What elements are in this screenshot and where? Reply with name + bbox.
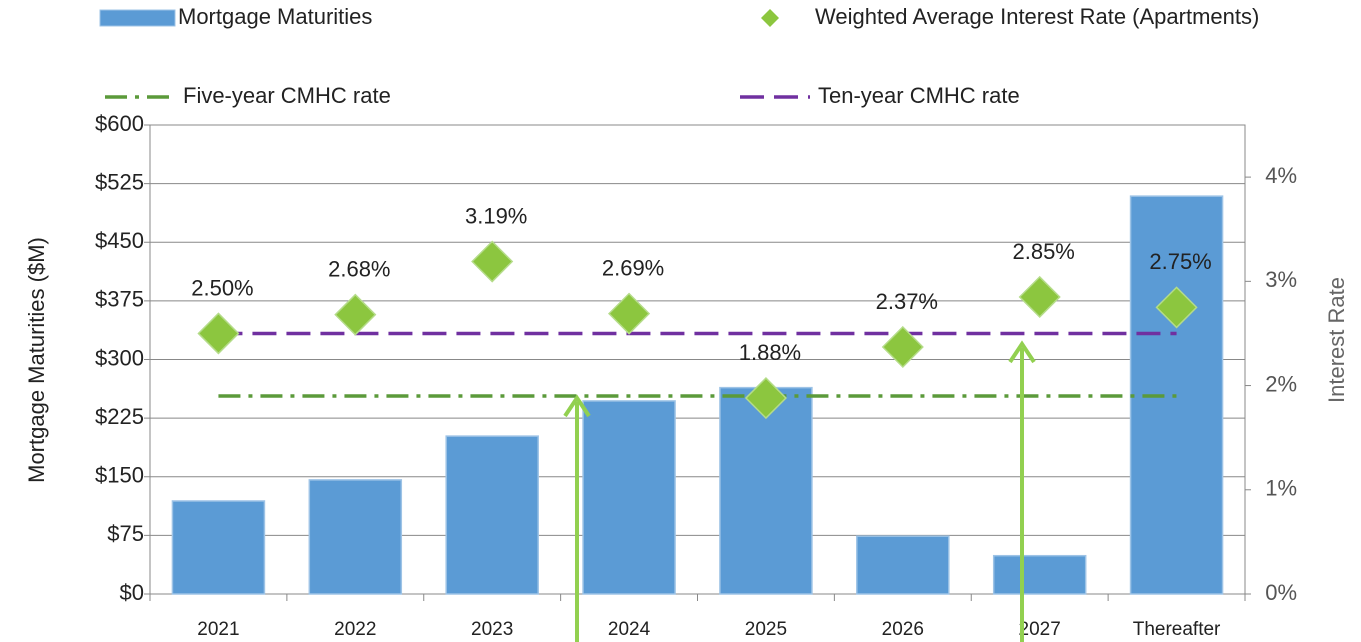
y2-axis-title: Interest Rate bbox=[1324, 277, 1349, 403]
bar bbox=[171, 500, 266, 595]
data-label: 2.37% bbox=[876, 289, 938, 314]
x-tick-label: 2026 bbox=[882, 619, 924, 640]
legend-label: Weighted Average Interest Rate (Apartmen… bbox=[815, 4, 1259, 29]
y-tick-label: $225 bbox=[95, 404, 144, 429]
diamond bbox=[471, 240, 514, 283]
x-tick-label: 2022 bbox=[334, 619, 376, 640]
x-tick-label: 2024 bbox=[608, 619, 651, 640]
plot: $0 $75 $150 $225 $300 $375 $450 $525 $600 0% 1% 2% 3… bbox=[95, 4, 1297, 640]
y2-tick-label: 0% bbox=[1265, 580, 1297, 605]
legend-label: Ten-year CMHC rate bbox=[818, 83, 1020, 108]
y2-tick-label: 3% bbox=[1265, 267, 1297, 292]
y2-tick-label: 2% bbox=[1265, 371, 1297, 396]
y-tick-label: $0 bbox=[120, 580, 144, 605]
legend-swatch bbox=[761, 9, 779, 27]
y-tick-label: $300 bbox=[95, 345, 144, 370]
data-label: 2.50% bbox=[191, 275, 253, 300]
diamond bbox=[334, 293, 377, 336]
x-tick-label: 2021 bbox=[197, 619, 239, 640]
diamond bbox=[744, 377, 787, 420]
y-axis-title: Mortgage Maturities ($M) bbox=[24, 237, 49, 483]
x-tick-label: 2025 bbox=[745, 619, 787, 640]
bar bbox=[308, 479, 403, 595]
diamond bbox=[1018, 275, 1061, 319]
legend-swatch bbox=[99, 9, 176, 27]
diamond bbox=[608, 292, 651, 335]
y2-tick-label: 1% bbox=[1265, 476, 1297, 501]
arrow-head bbox=[563, 394, 591, 418]
legend-label: Mortgage Maturities bbox=[178, 4, 372, 29]
y-tick-label: $375 bbox=[95, 287, 144, 312]
y2-tick-label: 4% bbox=[1265, 163, 1297, 188]
y-tick-label: $450 bbox=[95, 228, 144, 253]
legend-label: Five-year CMHC rate bbox=[183, 83, 391, 108]
bar bbox=[582, 400, 676, 595]
y-tick-label: $75 bbox=[107, 521, 144, 546]
x-tick-label: 2023 bbox=[471, 619, 513, 640]
data-label: 3.19% bbox=[465, 203, 527, 228]
bar bbox=[992, 554, 1087, 595]
x-tick-label: Thereafter bbox=[1133, 619, 1221, 640]
annotation-arrows bbox=[563, 340, 1036, 642]
data-label: 2.68% bbox=[328, 256, 390, 281]
y-tick-label: $525 bbox=[95, 169, 144, 194]
data-label: 2.85% bbox=[1012, 239, 1074, 264]
diamond bbox=[1155, 286, 1198, 329]
arrow-head bbox=[1008, 340, 1036, 364]
y-tick-label: $150 bbox=[95, 463, 144, 488]
x-tick-label: 2027 bbox=[1019, 619, 1061, 640]
diamond bbox=[881, 325, 924, 369]
bar bbox=[719, 386, 813, 595]
y-tick-label: $600 bbox=[95, 111, 144, 136]
data-label: 2.75% bbox=[1149, 249, 1211, 274]
data-label: 1.88% bbox=[739, 340, 801, 365]
bar bbox=[445, 435, 539, 595]
diamond bbox=[197, 312, 240, 355]
data-label: 2.69% bbox=[602, 255, 664, 280]
bar bbox=[856, 535, 950, 595]
